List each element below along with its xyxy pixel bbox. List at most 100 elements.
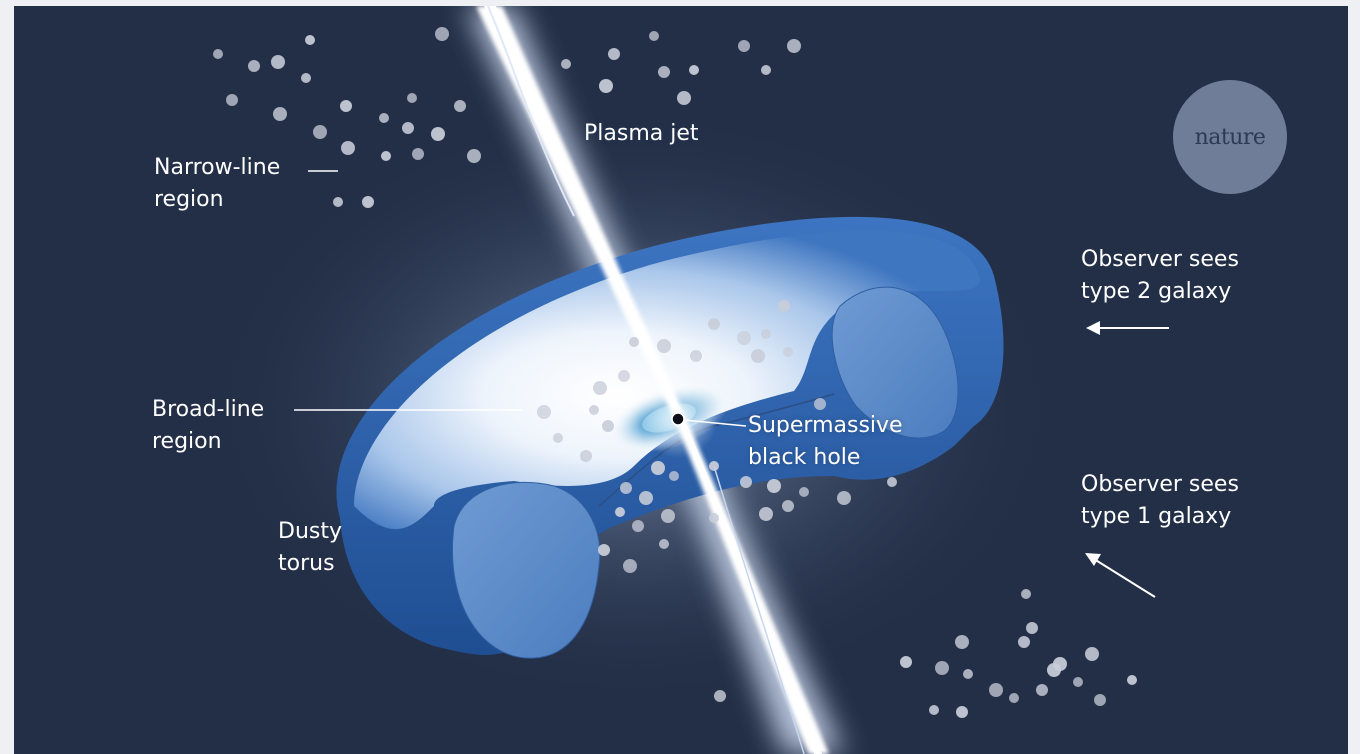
dusty-torus-label: Dusty torus bbox=[278, 519, 342, 576]
gas-cloud bbox=[431, 127, 445, 141]
gas-cloud bbox=[598, 544, 610, 556]
gas-cloud bbox=[602, 420, 614, 432]
gas-cloud bbox=[412, 148, 424, 160]
gas-cloud bbox=[690, 350, 702, 362]
gas-cloud bbox=[738, 40, 750, 52]
gas-cloud bbox=[1021, 589, 1031, 599]
gas-cloud bbox=[553, 433, 563, 443]
gas-cloud bbox=[689, 65, 699, 75]
gas-cloud bbox=[381, 151, 391, 161]
gas-cloud bbox=[213, 49, 223, 59]
gas-cloud bbox=[615, 507, 625, 517]
gas-cloud bbox=[407, 93, 417, 103]
leader-lines bbox=[294, 170, 747, 427]
gas-cloud bbox=[402, 122, 414, 134]
gas-cloud bbox=[782, 500, 794, 512]
narrow-line-region-label: Narrow-line region bbox=[154, 155, 281, 212]
gas-cloud bbox=[737, 331, 751, 345]
gas-cloud bbox=[677, 91, 691, 105]
gas-cloud bbox=[778, 300, 790, 312]
gas-cloud bbox=[783, 347, 793, 357]
gas-cloud bbox=[226, 94, 238, 106]
gas-cloud bbox=[659, 539, 669, 549]
gas-cloud bbox=[248, 60, 260, 72]
gas-cloud bbox=[561, 59, 571, 69]
gas-cloud bbox=[761, 65, 771, 75]
gas-cloud bbox=[618, 370, 630, 382]
observer-arrow-type1 bbox=[1085, 553, 1156, 598]
gas-cloud bbox=[963, 669, 973, 679]
gas-cloud bbox=[1085, 647, 1099, 661]
gas-cloud bbox=[759, 507, 773, 521]
gas-cloud bbox=[1018, 636, 1030, 648]
gas-cloud bbox=[1053, 657, 1067, 671]
diagram-canvas: Narrow-line region Plasma jet Broad-line… bbox=[14, 6, 1348, 754]
gas-cloud bbox=[709, 461, 719, 471]
gas-cloud bbox=[593, 381, 607, 395]
gas-cloud bbox=[333, 197, 343, 207]
gas-cloud bbox=[620, 482, 632, 494]
gas-cloud bbox=[623, 559, 637, 573]
gas-cloud bbox=[435, 27, 449, 41]
gas-cloud bbox=[989, 683, 1003, 697]
gas-cloud bbox=[454, 100, 466, 112]
gas-cloud bbox=[799, 487, 809, 497]
gas-cloud bbox=[379, 113, 389, 123]
gas-cloud bbox=[629, 337, 639, 347]
gas-cloud bbox=[1127, 675, 1137, 685]
plasma-jet-label: Plasma jet bbox=[584, 121, 699, 146]
gas-cloud bbox=[900, 656, 912, 668]
nature-logo: nature bbox=[1173, 80, 1287, 194]
gas-cloud bbox=[935, 661, 949, 675]
gas-cloud bbox=[651, 461, 665, 475]
black-hole bbox=[671, 412, 685, 426]
gas-clouds bbox=[213, 27, 1137, 718]
gas-cloud bbox=[955, 635, 969, 649]
observer-type2-label: Observer sees type 2 galaxy bbox=[1081, 247, 1239, 304]
plasma-jet bbox=[476, 6, 829, 754]
agn-illustration bbox=[204, 6, 1169, 754]
gas-cloud bbox=[649, 31, 659, 41]
gas-cloud bbox=[301, 73, 311, 83]
gas-cloud bbox=[956, 706, 968, 718]
gas-cloud bbox=[340, 100, 352, 112]
gas-cloud bbox=[709, 513, 719, 523]
gas-cloud bbox=[589, 405, 599, 415]
gas-cloud bbox=[661, 509, 675, 523]
gas-cloud bbox=[537, 405, 551, 419]
gas-cloud bbox=[1009, 693, 1019, 703]
gas-cloud bbox=[751, 349, 765, 363]
gas-cloud bbox=[767, 479, 781, 493]
gas-cloud bbox=[740, 476, 752, 488]
gas-cloud bbox=[1073, 677, 1083, 687]
gas-cloud bbox=[837, 491, 851, 505]
gas-cloud bbox=[1094, 694, 1106, 706]
gas-cloud bbox=[657, 339, 671, 353]
gas-cloud bbox=[929, 705, 939, 715]
gas-cloud bbox=[787, 39, 801, 53]
gas-cloud bbox=[599, 79, 613, 93]
gas-cloud bbox=[305, 35, 315, 45]
gas-cloud bbox=[887, 477, 897, 487]
gas-cloud bbox=[708, 318, 720, 330]
gas-cloud bbox=[341, 141, 355, 155]
gas-cloud bbox=[639, 491, 653, 505]
gas-cloud bbox=[669, 471, 679, 481]
gas-cloud bbox=[608, 48, 620, 60]
gas-cloud bbox=[362, 196, 374, 208]
gas-cloud bbox=[271, 55, 285, 69]
gas-cloud bbox=[580, 450, 592, 462]
gas-cloud bbox=[1036, 684, 1048, 696]
gas-cloud bbox=[658, 66, 670, 78]
observer-arrow-type2 bbox=[1086, 321, 1169, 335]
supermassive-black-hole-label: Supermassive black hole bbox=[748, 413, 903, 470]
observer-type1-label: Observer sees type 1 galaxy bbox=[1081, 472, 1239, 529]
gas-cloud bbox=[761, 329, 771, 339]
gas-cloud bbox=[1026, 622, 1038, 634]
gas-cloud bbox=[273, 107, 287, 121]
gas-cloud bbox=[814, 398, 826, 410]
gas-cloud bbox=[313, 125, 327, 139]
gas-cloud bbox=[632, 520, 644, 532]
nature-logo-text: nature bbox=[1194, 124, 1266, 150]
gas-cloud bbox=[714, 690, 726, 702]
